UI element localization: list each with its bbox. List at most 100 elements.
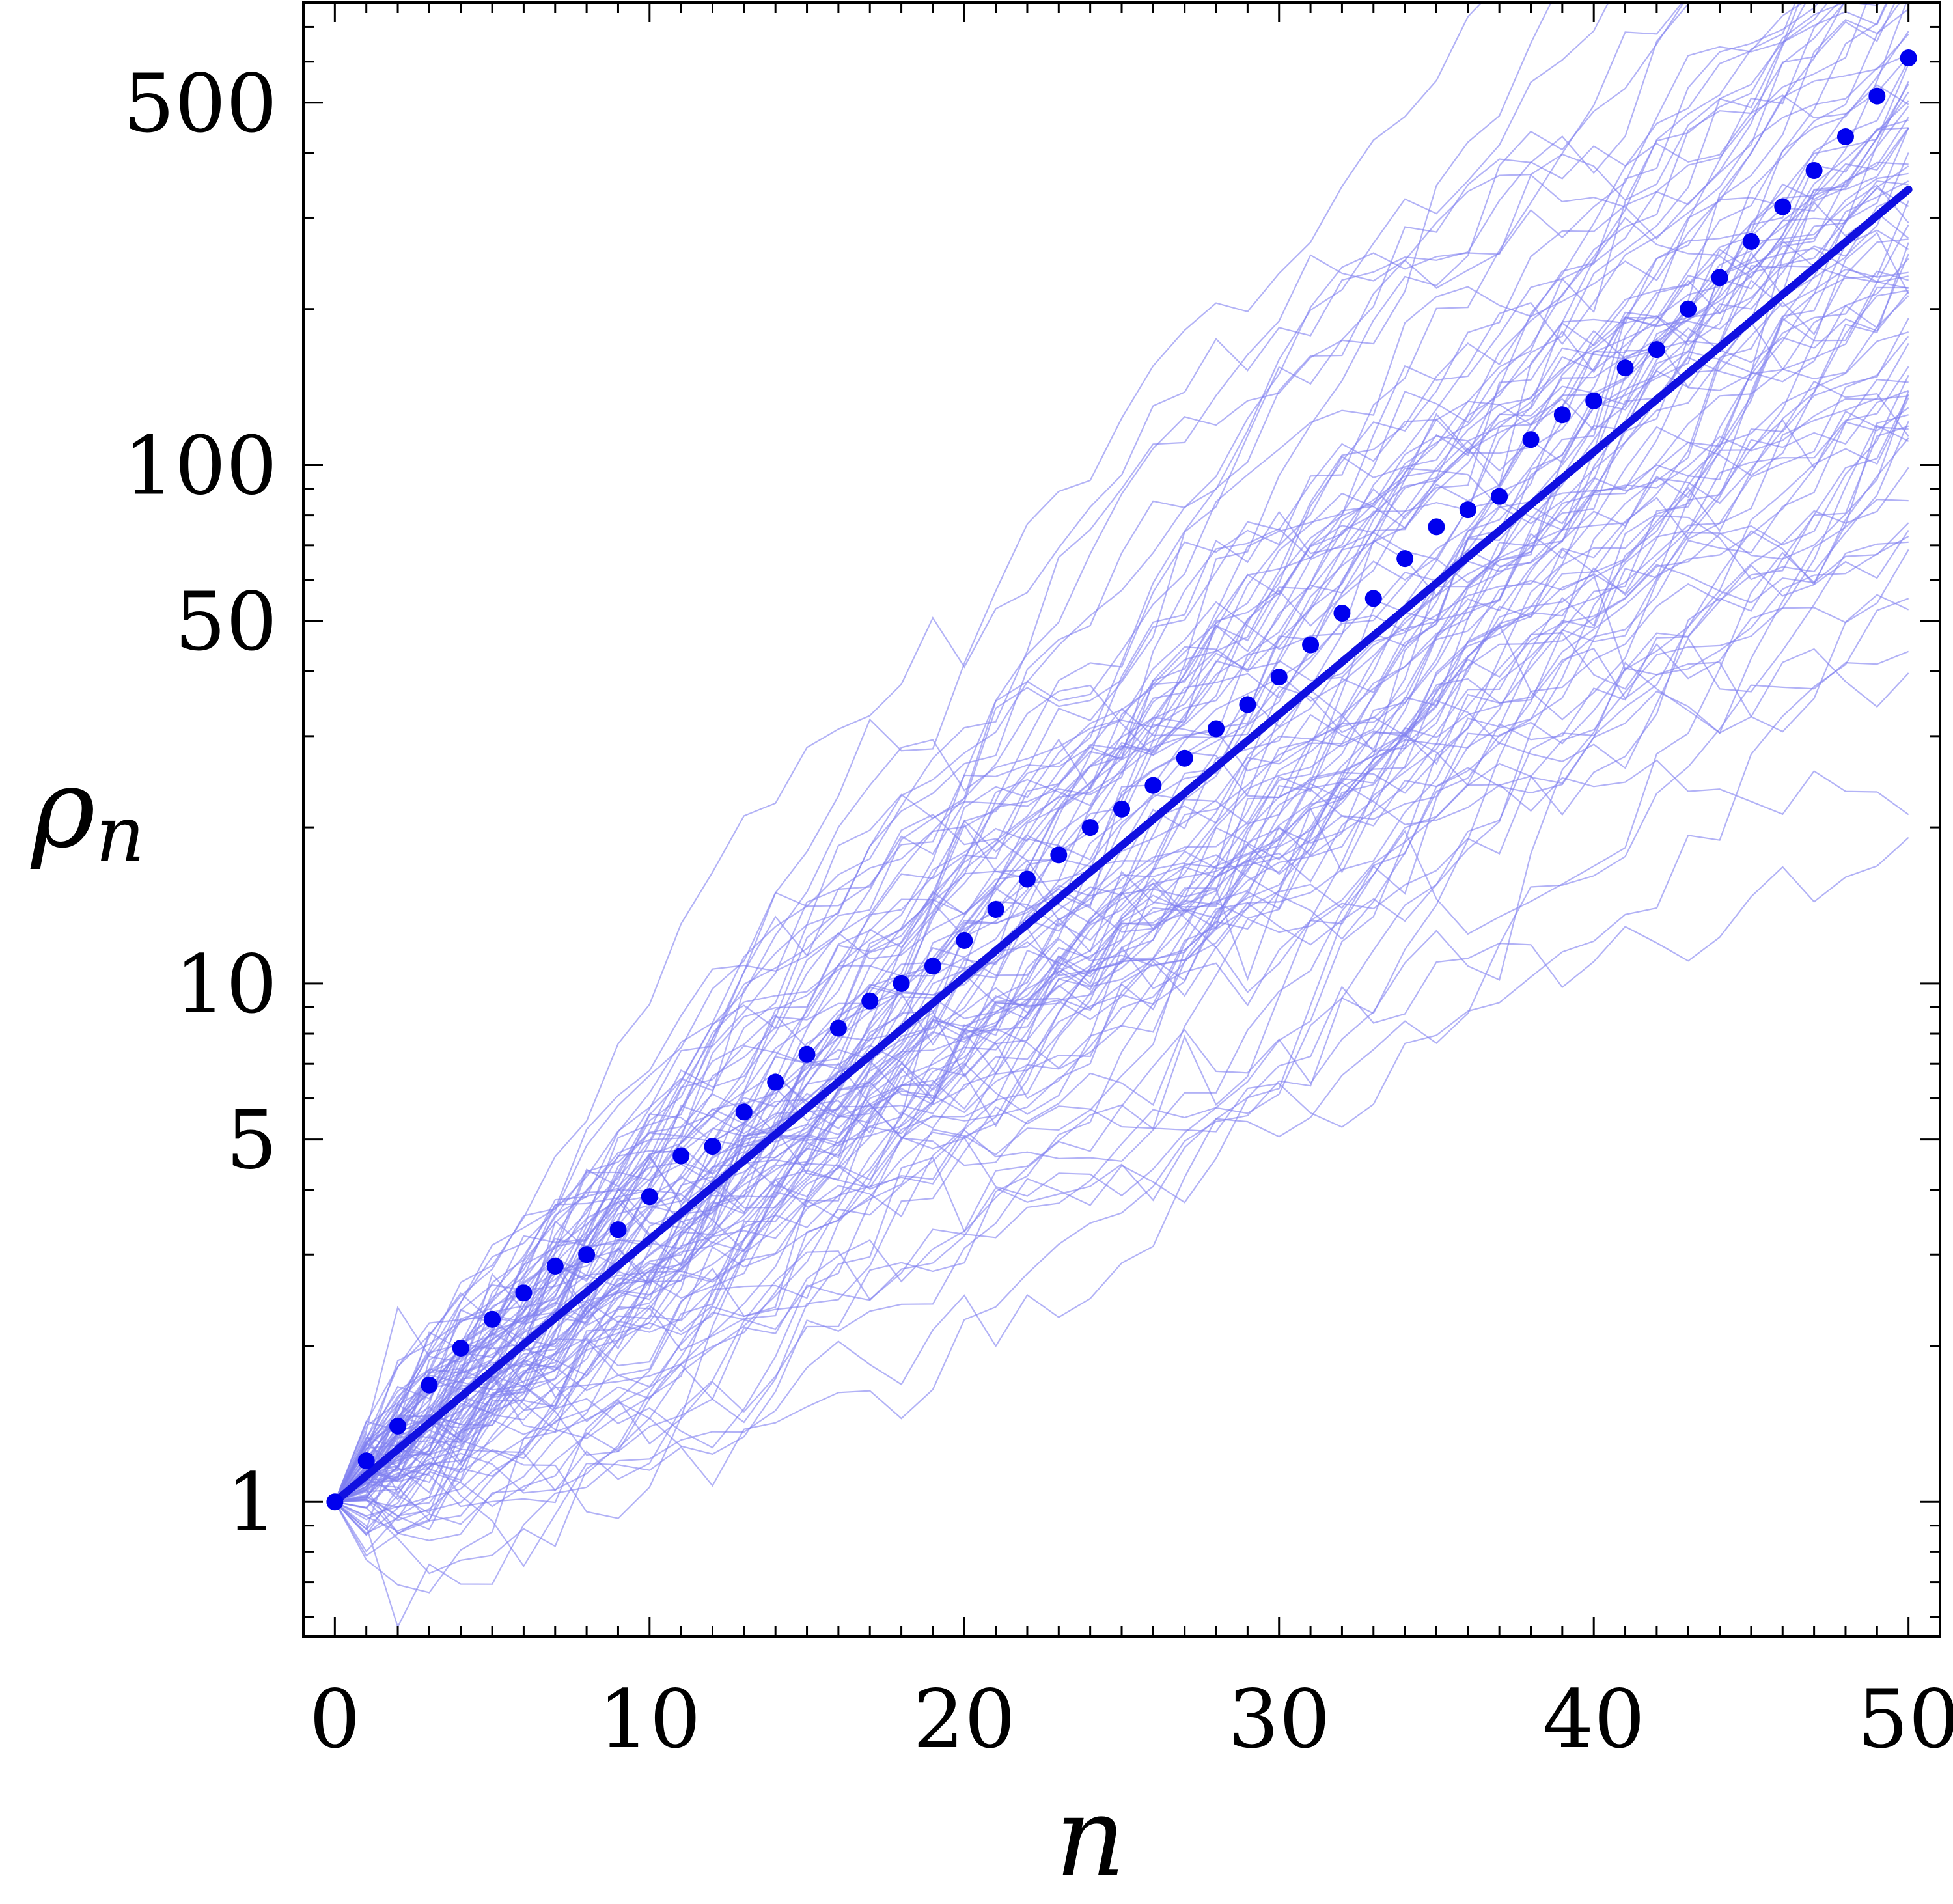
y-axis-label: ρ	[30, 745, 96, 872]
mean-point	[1396, 550, 1414, 568]
sample-trajectory	[334, 390, 1909, 1503]
mean-point	[1364, 590, 1382, 607]
mean-point	[1333, 604, 1351, 622]
mean-point	[1018, 870, 1036, 888]
mean-point	[389, 1417, 407, 1435]
sample-trajectory	[334, 598, 1909, 1594]
sample-trajectory	[334, 836, 1909, 1502]
sample-trajectory	[335, 242, 1909, 1510]
sample-trajectory	[334, 295, 1909, 1502]
mean-point	[1774, 198, 1792, 215]
mean-point	[578, 1246, 596, 1263]
mean-point	[326, 1493, 344, 1511]
mean-point	[1616, 359, 1634, 377]
mean-point	[1491, 488, 1508, 505]
mean-point	[1176, 749, 1193, 767]
x-axis-label: n	[1055, 1773, 1126, 1901]
sample-trajectory	[334, 3, 1683, 1503]
sample-trajectory	[334, 3, 1691, 1503]
mean-point	[1428, 518, 1445, 536]
mean-point	[798, 1045, 816, 1063]
mean-point	[421, 1376, 438, 1394]
sample-trajectory	[334, 499, 1909, 1557]
sample-trajectory	[334, 84, 1909, 1503]
sample-trajectory	[335, 397, 1909, 1503]
sample-trajectory	[334, 594, 1909, 1531]
sample-trajectory	[334, 286, 1909, 1521]
mean-point	[1648, 341, 1665, 359]
sample-trajectory	[335, 366, 1909, 1503]
sample-trajectory	[334, 3, 1800, 1502]
y-axis-label-subscript: n	[96, 789, 145, 879]
mean-point	[924, 958, 941, 975]
mean-point	[704, 1138, 721, 1155]
sample-trajectory	[334, 3, 1482, 1502]
sample-trajectory	[334, 258, 1909, 1536]
mean-point	[484, 1310, 501, 1328]
mean-point	[452, 1339, 469, 1357]
sample-trajectory	[334, 536, 1909, 1502]
mean-point	[1522, 431, 1540, 448]
mean-point	[1805, 161, 1823, 179]
mean-point	[1144, 777, 1162, 794]
mean-point	[641, 1188, 658, 1206]
x-tick-label: 20	[913, 1673, 1016, 1767]
mean-point	[672, 1147, 690, 1165]
mean-point	[861, 992, 879, 1010]
mean-point	[1900, 49, 1917, 67]
mean-point	[1208, 720, 1225, 738]
x-tick-label: 40	[1542, 1673, 1645, 1767]
mean-point	[546, 1257, 564, 1275]
sample-trajectory	[334, 3, 1887, 1502]
mean-point	[1270, 669, 1288, 686]
sample-trajectory	[334, 268, 1909, 1502]
mean-point	[609, 1221, 627, 1239]
sample-trajectory	[334, 3, 1868, 1502]
mean-point	[1239, 696, 1256, 713]
mean-point	[1081, 819, 1099, 836]
mean-point	[1711, 269, 1728, 286]
y-tick-label: 100	[123, 419, 277, 513]
y-tick-label: 5	[226, 1094, 277, 1188]
theory-line	[331, 186, 1913, 1506]
mean-point	[1113, 800, 1130, 818]
y-tick-label: 1	[226, 1456, 277, 1550]
mean-point	[1680, 300, 1697, 318]
sample-trajectory	[334, 232, 1909, 1503]
x-tick-label: 0	[309, 1673, 361, 1767]
mean-point	[735, 1103, 753, 1121]
sample-trajectory	[334, 53, 1909, 1503]
mean-point	[893, 974, 910, 992]
x-tick-labels: 0 10 20 30 40 50	[309, 1673, 1953, 1767]
sample-trajectory	[334, 331, 1909, 1503]
sample-trajectory	[334, 410, 1909, 1503]
x-tick-label: 30	[1228, 1673, 1331, 1767]
mean-point	[1742, 232, 1760, 250]
mean-point	[357, 1452, 375, 1470]
mean-point	[1553, 406, 1571, 424]
sample-trajectory	[334, 247, 1909, 1534]
sample-trajectory	[334, 201, 1909, 1502]
mean-point	[1868, 87, 1886, 105]
sample-trajectory	[334, 3, 1845, 1503]
sample-trajectory	[334, 650, 1909, 1629]
mean-point	[1836, 128, 1854, 145]
mean-point	[1459, 501, 1476, 519]
sample-trajectory	[334, 3, 1881, 1502]
sample-trajectory	[335, 3, 1685, 1508]
theory-line-layer	[331, 186, 1913, 1506]
mean-point	[829, 1019, 847, 1037]
sample-trajectory	[334, 759, 1909, 1536]
sample-trajectory	[334, 184, 1909, 1530]
x-tick-label: 50	[1857, 1673, 1953, 1767]
sample-trajectory	[334, 3, 1840, 1502]
mean-point	[956, 931, 973, 949]
mean-point	[1302, 636, 1320, 654]
sample-trajectory	[334, 3, 1804, 1503]
sample-trajectory	[335, 389, 1909, 1503]
mean-points	[326, 49, 1917, 1511]
sample-trajectory	[334, 63, 1909, 1502]
sample-trajectory	[334, 425, 1909, 1502]
sample-trajectory	[334, 529, 1909, 1503]
sample-trajectory	[334, 3, 1829, 1502]
